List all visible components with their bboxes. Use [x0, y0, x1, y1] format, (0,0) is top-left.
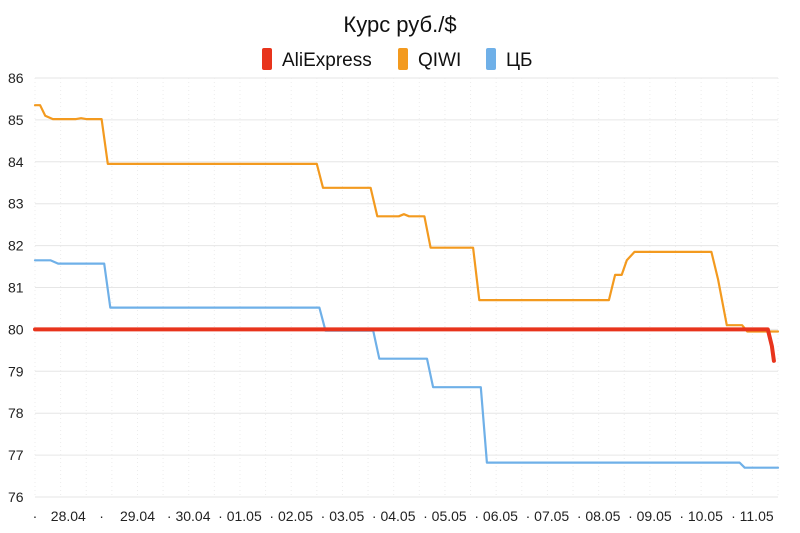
y-tick-label: 80: [8, 321, 24, 337]
x-tick-label: ·: [99, 508, 104, 524]
x-tick-label: · 05.05: [423, 508, 467, 524]
x-tick-label: · 07.05: [526, 508, 570, 524]
y-tick-label: 84: [8, 154, 24, 170]
legend-label: AliExpress: [282, 50, 372, 71]
legend-item-cb: ЦБ: [486, 48, 533, 71]
y-tick-label: 85: [8, 112, 24, 128]
x-tick-label: 29.04: [120, 508, 155, 524]
legend-swatch: [262, 48, 272, 70]
y-tick-label: 78: [8, 405, 24, 421]
x-tick-label: · 08.05: [577, 508, 621, 524]
legend-label: QIWI: [418, 50, 461, 71]
series-line-qiwi: [33, 104, 780, 333]
x-tick-label: · 06.05: [474, 508, 518, 524]
series-layer: [33, 104, 780, 469]
x-tick-label: · 01.05: [218, 508, 262, 524]
x-tick-label: · 09.05: [628, 508, 672, 524]
y-tick-label: 81: [8, 280, 24, 296]
y-tick-label: 77: [8, 447, 24, 463]
legend-swatch: [398, 48, 408, 70]
x-axis: · 28.04 · 29.04 · 30.04 · 01.05 · 02.05 · 03.05…: [33, 508, 774, 524]
x-tick-label: · 30.04: [167, 508, 211, 524]
legend-item-qiwi: QIWI: [398, 48, 461, 71]
legend-label: ЦБ: [506, 50, 533, 71]
y-axis: 76 77 78 79 80 81 82 83 84 85 86: [8, 70, 24, 505]
chart-title: Курс руб./$: [343, 12, 456, 37]
x-tick-label: · 02.05: [269, 508, 313, 524]
x-tick-label: ·: [33, 508, 38, 524]
legend: AliExpress QIWI ЦБ: [262, 48, 533, 71]
legend-swatch: [486, 48, 496, 70]
x-tick-label: · 11.05: [731, 508, 774, 524]
y-tick-label: 83: [8, 196, 24, 212]
legend-item-aliexpress: AliExpress: [262, 48, 372, 71]
x-tick-label: 28.04: [51, 508, 86, 524]
x-tick-label: · 04.05: [372, 508, 416, 524]
x-tick-label: · 10.05: [679, 508, 723, 524]
series-line-aliexpress: [33, 327, 776, 363]
y-tick-label: 76: [8, 489, 24, 505]
y-tick-label: 86: [8, 70, 24, 86]
x-tick-label: · 03.05: [321, 508, 365, 524]
y-tick-label: 82: [8, 238, 24, 254]
grid: [34, 77, 779, 498]
y-tick-label: 79: [8, 363, 24, 379]
series-line-cb: [33, 259, 780, 469]
